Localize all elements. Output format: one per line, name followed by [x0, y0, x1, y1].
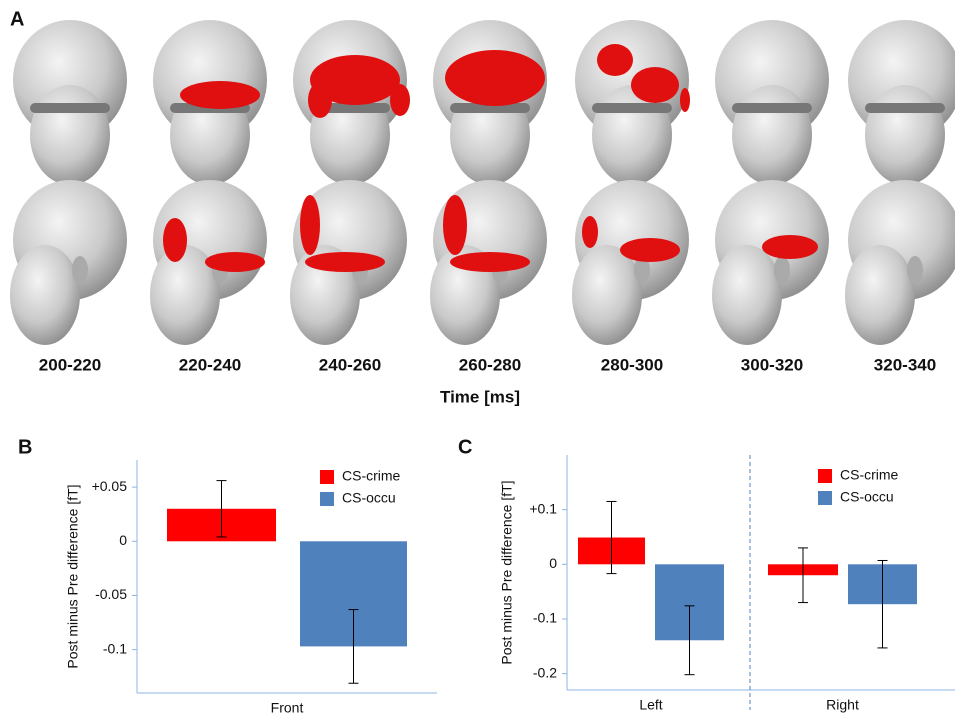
- activation: [445, 50, 545, 106]
- time-window-label: 200-220: [39, 355, 101, 374]
- legend-swatch: [320, 492, 334, 506]
- activation: [450, 252, 530, 272]
- legend-label: CS-occu: [342, 490, 396, 506]
- x-tick-label: Front: [271, 700, 304, 716]
- y-tick-label: -0.1: [103, 640, 127, 656]
- activation: [582, 216, 598, 248]
- panel-label: B: [18, 436, 32, 458]
- y-tick-label: -0.1: [533, 610, 557, 626]
- activation: [305, 252, 385, 272]
- y-tick-label: -0.05: [95, 586, 127, 602]
- y-tick-label: 0: [119, 532, 127, 548]
- activation: [680, 88, 690, 112]
- time-window-label: 300-320: [741, 355, 803, 374]
- y-axis-label: Post minus Pre difference [fT]: [499, 480, 515, 664]
- face: [30, 85, 110, 185]
- y-tick-label: 0: [549, 555, 557, 571]
- legend-label: CS-crime: [342, 468, 401, 484]
- legend-swatch: [320, 470, 334, 484]
- face: [712, 245, 782, 345]
- time-window-label: 240-260: [319, 355, 381, 374]
- face: [10, 245, 80, 345]
- eye-band: [865, 103, 945, 113]
- y-tick-label: +0.05: [92, 478, 128, 494]
- activation: [762, 235, 818, 259]
- eye-band: [592, 103, 672, 113]
- figure: A Time [ms] 200-220 220-240 240-260 260-280…: [0, 0, 955, 718]
- time-window-label: 320-340: [874, 355, 936, 374]
- legend-label: CS-occu: [840, 489, 894, 505]
- legend-swatch: [818, 469, 832, 483]
- panel-label: C: [458, 436, 472, 458]
- time-window-label: 260-280: [459, 355, 521, 374]
- y-axis-label: Post minus Pre difference [fT]: [65, 484, 81, 668]
- eye-band: [30, 103, 110, 113]
- y-tick-label: -0.2: [533, 664, 557, 680]
- time-window-label: 220-240: [179, 355, 241, 374]
- activation: [390, 84, 410, 116]
- legend-label: CS-crime: [840, 467, 899, 483]
- time-window-label: 280-300: [601, 355, 663, 374]
- eye-band: [732, 103, 812, 113]
- x-tick-label: Left: [639, 697, 662, 713]
- activation: [443, 195, 467, 255]
- x-axis-label: Time [ms]: [440, 387, 520, 406]
- face: [845, 245, 915, 345]
- face: [732, 85, 812, 185]
- ear: [907, 256, 923, 284]
- ear: [774, 256, 790, 284]
- y-tick-label: +0.1: [529, 500, 557, 516]
- activation: [205, 252, 265, 272]
- activation: [308, 82, 332, 118]
- activation: [300, 195, 320, 255]
- activation: [163, 218, 187, 262]
- activation: [180, 81, 260, 109]
- face: [572, 245, 642, 345]
- activation: [631, 67, 679, 103]
- ear: [72, 256, 88, 284]
- activation: [597, 44, 633, 76]
- panel-label: A: [10, 8, 24, 30]
- head-renders: [10, 20, 955, 345]
- legend-swatch: [818, 491, 832, 505]
- page: {"panel_a": {"label": "A", "time_windows…: [0, 0, 955, 718]
- activation: [620, 238, 680, 262]
- face: [865, 85, 945, 185]
- x-tick-label: Right: [826, 697, 859, 713]
